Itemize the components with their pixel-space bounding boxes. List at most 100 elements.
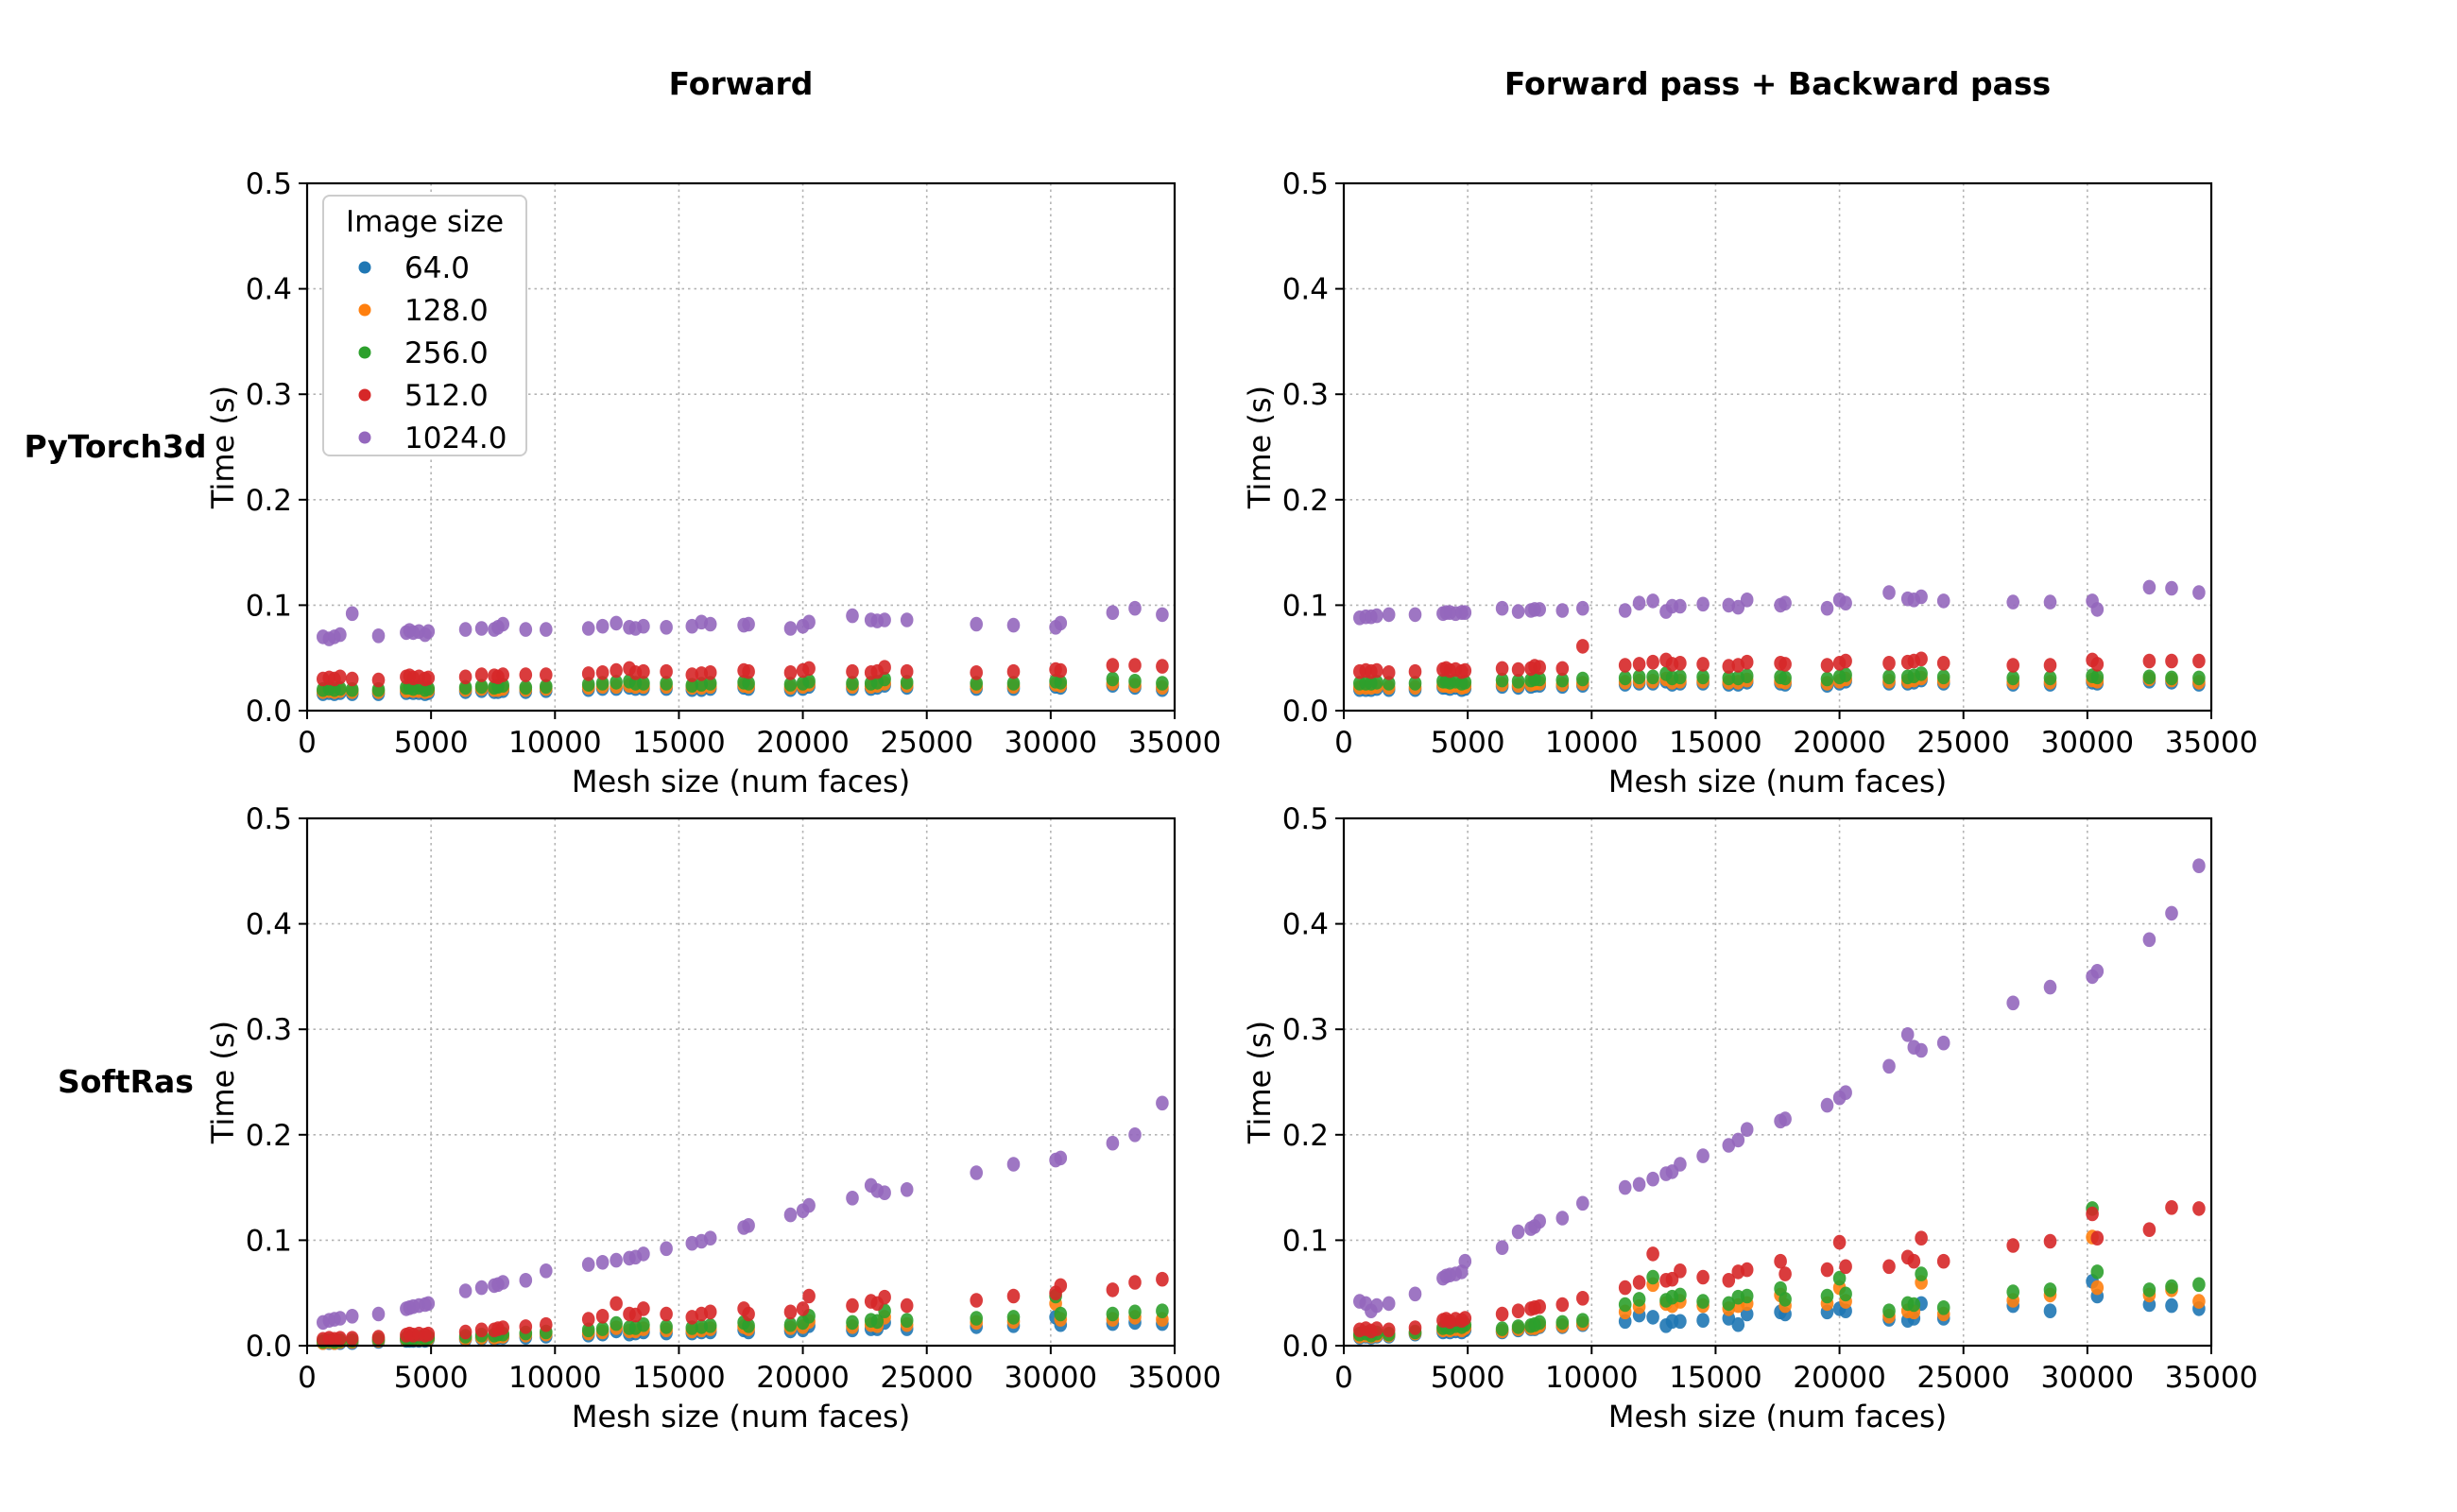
x-tick-label: 10000 [508, 1361, 602, 1395]
legend-label: 256.0 [404, 336, 489, 370]
scatter-point [970, 1311, 983, 1326]
scatter-point [1054, 675, 1068, 690]
scatter-point [1696, 1148, 1710, 1163]
scatter-point [900, 612, 914, 627]
scatter-point [474, 667, 489, 682]
scatter-point [2043, 1303, 2057, 1318]
scatter-point [1832, 1234, 1847, 1250]
scatter-point [1054, 1306, 1068, 1322]
scatter-point [1722, 1296, 1736, 1312]
scatter-point [1555, 1297, 1570, 1313]
series-256.0-points [1353, 666, 2206, 691]
scatter-point [783, 621, 798, 636]
axes-frame [1342, 181, 2213, 713]
x-tick-label: 0 [298, 726, 317, 760]
scatter-point [1511, 1319, 1525, 1334]
x-tick-label: 5000 [1431, 1361, 1505, 1395]
scatter-point [581, 666, 595, 681]
scatter-point [1839, 1085, 1852, 1100]
scatter-point [1106, 671, 1120, 687]
scatter-point [2090, 1280, 2105, 1296]
scatter-point [846, 1314, 859, 1331]
series-512.0-points [317, 658, 1169, 688]
y-axis-label: Time (s) [205, 386, 241, 509]
scatter-point [1740, 1262, 1754, 1278]
scatter-point [783, 677, 798, 692]
scatter-point [595, 676, 610, 691]
scatter-point [1778, 1111, 1792, 1126]
y-tick-label: 0.5 [1282, 802, 1329, 836]
x-tick-label: 10000 [1545, 1361, 1639, 1395]
scatter-point [474, 621, 489, 636]
scatter-point [610, 1315, 623, 1332]
scatter-point [2142, 1282, 2156, 1297]
scatter-point [1674, 1314, 1687, 1330]
scatter-point [1006, 676, 1021, 691]
series-512.0-points [317, 1271, 1169, 1348]
scatter-point [1618, 1297, 1632, 1313]
subplot-grid: 0 5000 10000 15000 20000 25000 30000 35000 0.0 0.… [205, 167, 2258, 1435]
scatter-point [1646, 1246, 1659, 1262]
scatter-point [1936, 1300, 1950, 1315]
scatter-point [2090, 669, 2105, 685]
scatter-point [660, 676, 673, 691]
scatter-point [581, 1257, 595, 1272]
legend-title: Image size [346, 205, 504, 239]
scatter-point [1778, 1292, 1792, 1307]
scatter-point [519, 1319, 533, 1334]
x-tick-label: 25000 [1916, 726, 2010, 760]
scatter-point [1533, 660, 1546, 675]
x-tick-label: 25000 [880, 726, 973, 760]
scatter-point [783, 1304, 798, 1320]
scatter-point [1576, 1313, 1589, 1328]
scatter-point [2142, 1222, 2156, 1237]
legend-entry-256.0: 256.0 [358, 336, 489, 370]
y-tick-label: 0.0 [1282, 695, 1329, 729]
scatter-point [2165, 1297, 2178, 1314]
scatter-point [1458, 605, 1472, 620]
scatter-point [345, 606, 359, 622]
scatter-point [2192, 670, 2206, 686]
x-tick-label: 5000 [394, 1361, 469, 1395]
legend-marker-128.0 [358, 303, 371, 317]
scatter-point [1156, 1095, 1169, 1111]
scatter-point [1555, 603, 1570, 618]
scatter-point [1156, 607, 1169, 623]
scatter-point [496, 1320, 509, 1335]
scatter-point [870, 1314, 885, 1330]
scatter-point [1555, 672, 1570, 688]
legend-label: 1024.0 [404, 421, 507, 455]
scatter-point [610, 662, 623, 679]
scatter-point [846, 663, 859, 679]
scatter-point [1740, 1122, 1754, 1137]
scatter-point [1408, 676, 1422, 691]
scatter-point [334, 1311, 347, 1326]
x-tick-label: 35000 [1128, 726, 1222, 760]
y-tick-label: 0.3 [1282, 378, 1329, 412]
series-512.0-points [1353, 1200, 2206, 1339]
scatter-point [703, 665, 717, 680]
scatter-point [595, 665, 610, 680]
scatter-point [334, 1331, 347, 1346]
scatter-point [703, 616, 717, 632]
scatter-point [1674, 1287, 1687, 1303]
scatter-point [1370, 1297, 1383, 1314]
scatter-point [970, 1293, 983, 1308]
scatter-point [1674, 1263, 1687, 1279]
scatter-point [458, 669, 472, 685]
scatter-point [1915, 1230, 1928, 1246]
x-tick-label: 0 [298, 1361, 317, 1395]
scatter-point [1408, 663, 1422, 679]
scatter-point [783, 1207, 798, 1223]
scatter-point [1408, 1286, 1422, 1302]
scatter-point [1722, 1273, 1736, 1288]
scatter-point [1915, 589, 1928, 605]
scatter-point [458, 622, 472, 637]
scatter-point [1646, 593, 1659, 609]
scatter-point [1370, 675, 1383, 690]
series-512.0-points [1353, 639, 2206, 680]
scatter-point [1915, 1042, 1928, 1058]
scatter-point [581, 677, 595, 692]
y-tick-label: 0.0 [1282, 1330, 1329, 1364]
scatter-point [1722, 670, 1736, 686]
